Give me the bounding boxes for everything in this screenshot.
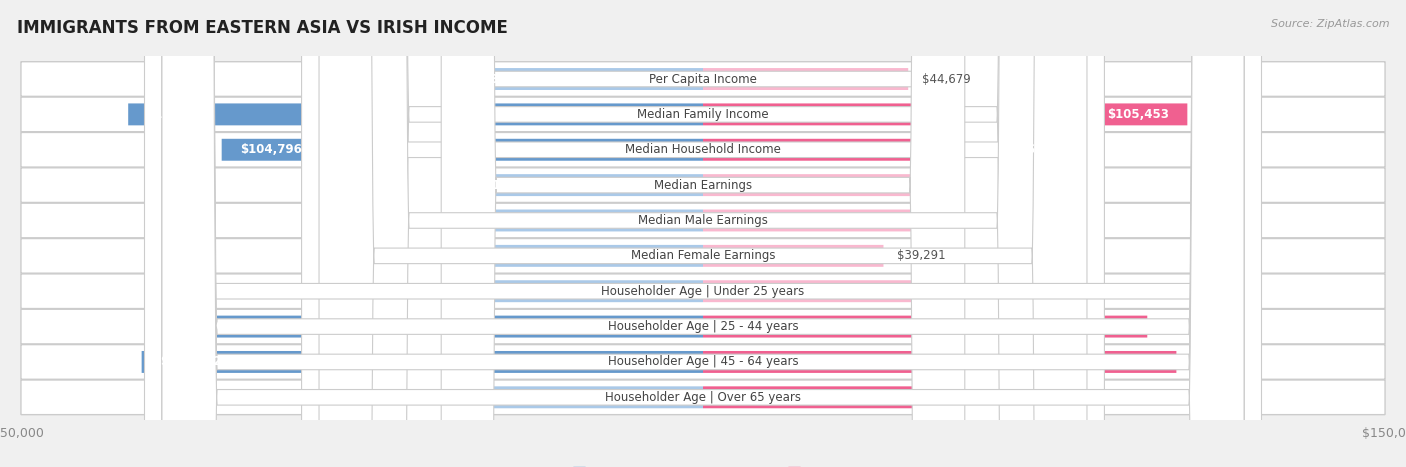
FancyBboxPatch shape [160,316,703,338]
Text: $86,145: $86,145 [1026,143,1080,156]
FancyBboxPatch shape [301,0,1105,467]
FancyBboxPatch shape [128,103,703,125]
FancyBboxPatch shape [440,280,703,302]
FancyBboxPatch shape [703,280,939,302]
FancyBboxPatch shape [162,0,1244,467]
Text: Median Male Earnings: Median Male Earnings [638,214,768,227]
FancyBboxPatch shape [145,0,1261,467]
FancyBboxPatch shape [162,0,1244,467]
FancyBboxPatch shape [21,97,1385,132]
FancyBboxPatch shape [703,103,1187,125]
FancyBboxPatch shape [21,168,1385,203]
FancyBboxPatch shape [21,345,1385,379]
Text: $44,679: $44,679 [922,72,970,85]
Text: Per Capita Income: Per Capita Income [650,72,756,85]
Text: $104,796: $104,796 [240,143,302,156]
Text: $39,291: $39,291 [897,249,946,262]
Text: Median Family Income: Median Family Income [637,108,769,121]
Text: Median Household Income: Median Household Income [626,143,780,156]
FancyBboxPatch shape [703,316,1147,338]
FancyBboxPatch shape [444,174,703,196]
FancyBboxPatch shape [21,203,1385,238]
FancyBboxPatch shape [406,0,1000,467]
FancyBboxPatch shape [354,0,1052,467]
FancyBboxPatch shape [703,386,984,408]
FancyBboxPatch shape [703,245,883,267]
Text: $51,317: $51,317 [868,285,921,298]
FancyBboxPatch shape [319,0,1087,467]
Text: Householder Age | Over 65 years: Householder Age | Over 65 years [605,391,801,404]
Text: Median Earnings: Median Earnings [654,178,752,191]
Text: $96,730: $96,730 [1076,320,1129,333]
FancyBboxPatch shape [142,351,703,373]
FancyBboxPatch shape [703,139,1098,161]
Text: $103,067: $103,067 [1097,355,1159,368]
FancyBboxPatch shape [21,380,1385,415]
FancyBboxPatch shape [21,239,1385,273]
Text: $61,097: $61,097 [911,391,966,404]
FancyBboxPatch shape [21,62,1385,96]
Text: $57,123: $57,123 [458,285,513,298]
FancyBboxPatch shape [21,133,1385,167]
Text: $125,150: $125,150 [146,108,208,121]
FancyBboxPatch shape [703,174,920,196]
FancyBboxPatch shape [703,210,962,232]
Text: Householder Age | Under 25 years: Householder Age | Under 25 years [602,285,804,298]
Text: $66,903: $66,903 [415,214,468,227]
Text: Householder Age | 45 - 64 years: Householder Age | 45 - 64 years [607,355,799,368]
Text: IMMIGRANTS FROM EASTERN ASIA VS IRISH INCOME: IMMIGRANTS FROM EASTERN ASIA VS IRISH IN… [17,19,508,37]
FancyBboxPatch shape [21,274,1385,309]
Text: $46,502: $46,502 [508,249,561,262]
FancyBboxPatch shape [703,351,1177,373]
Text: Source: ZipAtlas.com: Source: ZipAtlas.com [1271,19,1389,28]
Text: $56,183: $56,183 [464,178,517,191]
Text: Householder Age | 25 - 44 years: Householder Age | 25 - 44 years [607,320,799,333]
Text: $69,872: $69,872 [401,391,454,404]
Text: Median Female Earnings: Median Female Earnings [631,249,775,262]
Text: $105,453: $105,453 [1107,108,1168,121]
Text: $53,806: $53,806 [474,72,529,85]
Text: $47,276: $47,276 [848,178,901,191]
FancyBboxPatch shape [489,245,703,267]
FancyBboxPatch shape [21,309,1385,344]
FancyBboxPatch shape [703,68,908,90]
FancyBboxPatch shape [441,0,965,467]
FancyBboxPatch shape [354,0,1052,467]
FancyBboxPatch shape [222,139,703,161]
Text: $122,222: $122,222 [160,355,222,368]
FancyBboxPatch shape [456,68,703,90]
Text: $56,464: $56,464 [890,214,943,227]
Text: $118,056: $118,056 [179,320,240,333]
FancyBboxPatch shape [395,210,703,232]
FancyBboxPatch shape [162,0,1244,467]
FancyBboxPatch shape [382,386,703,408]
